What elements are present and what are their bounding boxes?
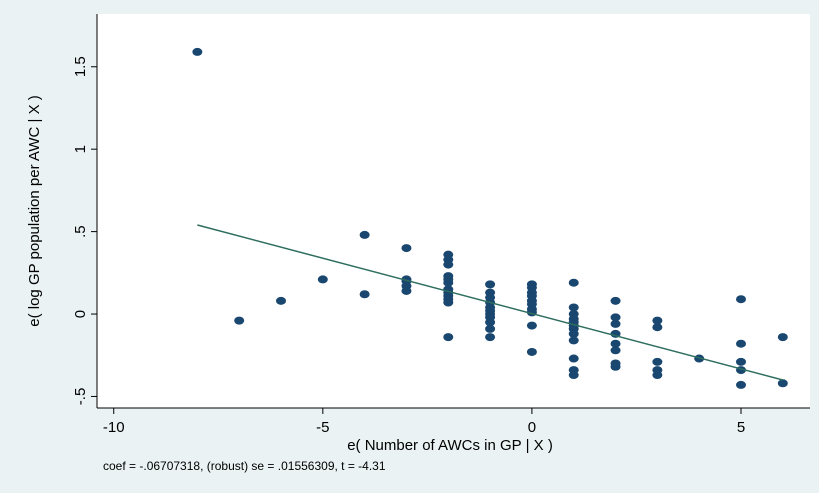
- point: [610, 313, 621, 322]
- point: [401, 286, 412, 295]
- point: [485, 324, 496, 333]
- point: [652, 323, 663, 332]
- point: [234, 316, 245, 325]
- point: [443, 333, 454, 342]
- point: [443, 260, 454, 269]
- point: [485, 280, 496, 289]
- point: [526, 347, 537, 356]
- x-tick-label: -5: [316, 419, 329, 436]
- point: [777, 333, 788, 342]
- x-axis-title: e( Number of AWCs in GP | X ): [347, 437, 553, 454]
- point: [736, 380, 746, 389]
- point: [610, 346, 621, 355]
- y-tick-label: .5: [72, 225, 89, 238]
- point: [568, 371, 579, 380]
- point: [610, 339, 621, 348]
- point: [652, 371, 663, 380]
- point: [610, 319, 621, 328]
- point: [736, 357, 746, 366]
- point: [485, 333, 496, 342]
- point: [485, 318, 496, 327]
- point: [443, 298, 454, 307]
- x-tick-label: 0: [528, 419, 536, 436]
- y-tick-label: -.5: [72, 388, 89, 406]
- y-axis-title: e( log GP population per AWC | X ): [26, 95, 43, 327]
- x-tick-label: -10: [103, 419, 125, 436]
- point: [736, 295, 746, 304]
- y-tick-label: 0: [72, 310, 89, 318]
- point: [443, 278, 454, 287]
- point: [192, 47, 203, 56]
- point: [359, 230, 370, 239]
- point: [568, 329, 579, 338]
- point: [276, 296, 286, 305]
- point: [736, 339, 746, 348]
- x-tick-label: 5: [737, 419, 745, 436]
- point: [568, 336, 579, 345]
- point: [317, 275, 328, 284]
- point: [652, 316, 663, 325]
- point: [652, 357, 663, 366]
- plot-area: [97, 14, 810, 408]
- point: [568, 303, 579, 312]
- point: [610, 296, 621, 305]
- note: coef = -.06707318, (robust) se = .015563…: [103, 459, 386, 473]
- point: [359, 290, 370, 299]
- point: [401, 244, 412, 253]
- point: [610, 362, 621, 371]
- fit-line: [197, 224, 784, 381]
- point: [568, 278, 579, 287]
- y-tick-label: 1: [72, 145, 89, 153]
- point: [777, 379, 788, 388]
- point: [568, 354, 579, 363]
- y-tick-label: 1.5: [72, 56, 89, 77]
- point: [526, 321, 537, 330]
